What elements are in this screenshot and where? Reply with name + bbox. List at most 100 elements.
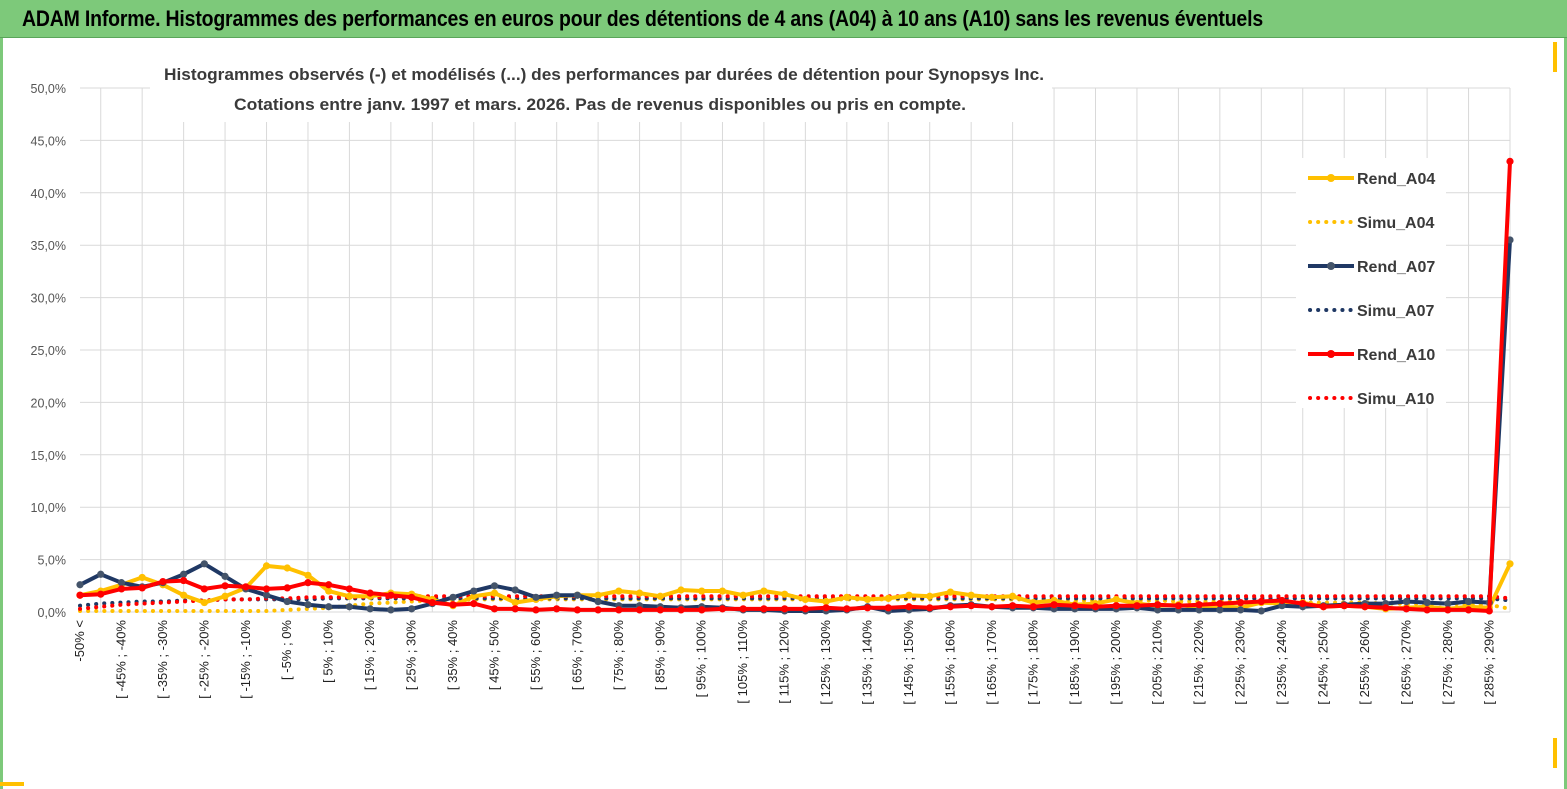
chart-subtitle: Cotations entre janv. 1997 et mars. 2026… [234, 96, 966, 114]
data-point [490, 582, 499, 590]
series-lines [76, 157, 1514, 615]
data-point [180, 576, 188, 585]
x-tick-label: [ 265% ; 270% [1398, 620, 1413, 705]
legend-item-simu-a10: Simu_A10 [1308, 391, 1434, 408]
x-tick-label: [ 75% ; 80% [611, 620, 626, 691]
data-point [532, 606, 540, 614]
data-point [1278, 596, 1286, 605]
chart-title-block: Histogrammes observés (-) et modélisés (… [150, 56, 1052, 122]
data-point [1423, 598, 1431, 607]
data-point [304, 601, 312, 609]
data-point [470, 587, 478, 595]
data-point [1278, 602, 1286, 610]
performance-histogram-chart: 0,0% 5,0% 10,0% 15,0% 20,0% 25,0% 30,0% 35,0% 40… [0, 38, 1567, 789]
grid-lines [80, 87, 1511, 613]
legend-marker [1327, 350, 1335, 358]
data-point [407, 605, 416, 613]
data-point [449, 593, 457, 601]
y-tick-label: 25,0% [31, 344, 66, 358]
data-point [635, 589, 644, 597]
x-tick-label: [ 255% ; 260% [1357, 620, 1372, 705]
data-point [1485, 607, 1493, 615]
y-tick-label: 15,0% [31, 449, 66, 463]
data-point [366, 605, 374, 613]
data-point [511, 586, 519, 594]
legend-item-rend-a04: Rend_A04 [1308, 171, 1435, 188]
data-point [470, 600, 478, 608]
data-point [117, 585, 126, 593]
data-point [532, 593, 540, 601]
data-point [345, 592, 354, 600]
data-point [739, 591, 747, 599]
data-point [345, 585, 354, 593]
x-tick-label: [ 85% ; 90% [652, 620, 667, 691]
data-point [387, 606, 395, 614]
data-point [138, 584, 146, 592]
report-title: ADAM Informe. Histogrammes des performan… [22, 6, 1263, 31]
data-point [345, 603, 354, 611]
data-point [1154, 606, 1162, 614]
data-point [283, 564, 291, 572]
x-tick-label: [ -35% ; -30% [155, 620, 170, 699]
x-tick-label: [ 135% ; 140% [860, 620, 875, 705]
x-tick-label: [ 195% ; 200% [1108, 620, 1123, 705]
x-tick-label: -50% < [72, 620, 87, 662]
legend-item-rend-a10: Rend_A10 [1308, 347, 1435, 364]
x-tick-label: [ 205% ; 210% [1150, 620, 1165, 705]
data-point [1319, 603, 1328, 611]
x-axis-ticks: -50% < [ -45% ; -40% [ -35% ; -30% [ -25% ;… [72, 620, 1496, 705]
y-tick-label: 10,0% [31, 501, 66, 515]
x-tick-label: [ 165% ; 170% [984, 620, 999, 705]
data-point [262, 585, 271, 593]
data-point [97, 590, 105, 598]
legend-label: Rend_A07 [1357, 259, 1435, 276]
data-point [594, 597, 602, 606]
frame-left-edge [0, 38, 3, 789]
data-point [967, 602, 975, 610]
data-point [1382, 604, 1390, 612]
data-point [698, 606, 706, 614]
data-point [283, 597, 291, 606]
x-tick-label: [ -45% ; -40% [113, 620, 128, 699]
x-tick-label: [ 225% ; 230% [1233, 620, 1248, 705]
data-point [1216, 606, 1224, 614]
data-point [387, 591, 395, 599]
data-point [180, 570, 188, 578]
data-point [615, 606, 623, 614]
data-point [304, 579, 312, 587]
data-point [1009, 602, 1017, 610]
legend-label: Simu_A04 [1357, 215, 1434, 232]
data-point [1112, 595, 1120, 604]
data-point [1464, 606, 1473, 614]
data-point [863, 604, 872, 612]
x-tick-label: [ 55% ; 60% [528, 620, 543, 691]
data-point [242, 583, 250, 591]
data-point [739, 605, 747, 613]
data-point [656, 606, 664, 614]
data-point [262, 591, 271, 599]
data-point [884, 594, 892, 602]
data-point [1174, 602, 1183, 610]
data-point [1506, 157, 1514, 165]
series-simu-a07 [78, 596, 1512, 608]
data-point [594, 591, 602, 599]
x-tick-label: [ -25% ; -20% [196, 620, 211, 699]
data-point [1340, 602, 1348, 610]
data-point [760, 587, 768, 595]
data-point [843, 593, 851, 601]
data-point [511, 605, 519, 613]
x-tick-label: [ 105% ; 110% [735, 620, 750, 704]
data-point [511, 598, 519, 607]
series-rend-a10 [76, 157, 1514, 615]
y-tick-label: 5,0% [38, 554, 67, 568]
frame-corner-tr [1553, 42, 1557, 72]
data-point [677, 606, 685, 614]
data-point [304, 571, 312, 579]
data-point [325, 603, 333, 611]
data-point [967, 591, 975, 599]
data-point [1444, 600, 1452, 608]
data-point [325, 581, 333, 589]
data-point [262, 562, 271, 570]
y-tick-label: 45,0% [31, 134, 66, 148]
data-point [1236, 606, 1245, 614]
